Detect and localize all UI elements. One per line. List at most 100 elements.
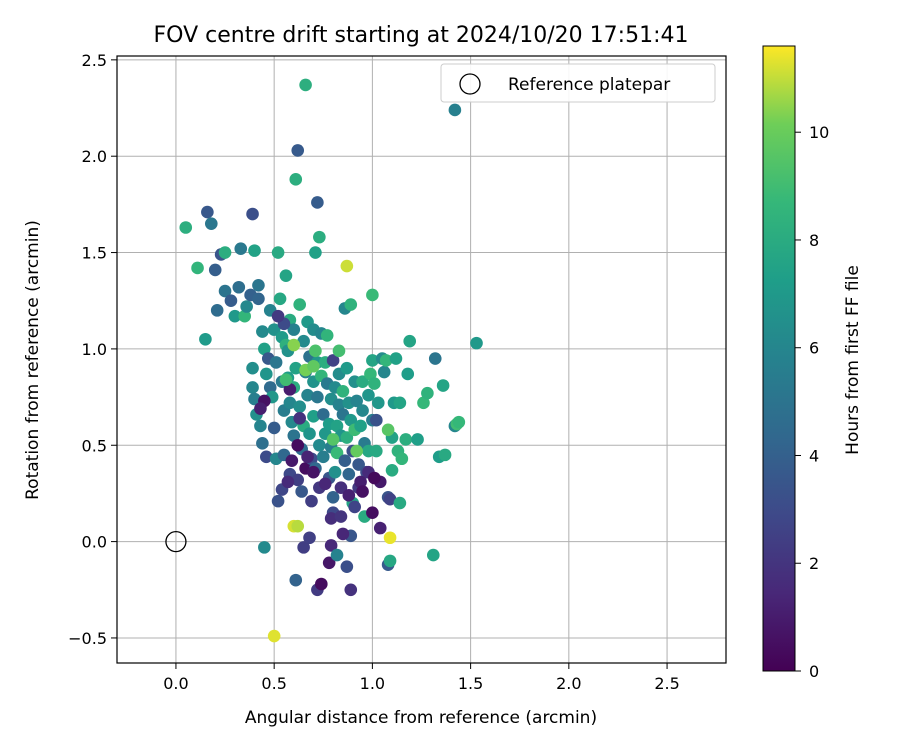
data-point <box>281 475 295 489</box>
data-point <box>254 402 267 415</box>
data-point <box>295 485 308 498</box>
data-point <box>246 207 259 221</box>
data-point <box>273 292 287 306</box>
data-point <box>258 342 271 356</box>
x-tick-label: 0.5 <box>261 674 286 693</box>
data-point <box>350 444 363 458</box>
data-point <box>385 464 399 477</box>
data-point <box>271 246 285 259</box>
data-point <box>448 103 462 117</box>
data-point <box>318 477 332 491</box>
colorbar-label: Hours from first FF file <box>843 265 863 455</box>
y-tick-label: 0.0 <box>82 533 107 552</box>
data-point <box>399 433 413 446</box>
data-point <box>370 413 383 427</box>
data-point <box>340 259 354 273</box>
data-point <box>305 494 318 508</box>
data-point <box>315 577 328 591</box>
reference-marker-group <box>165 530 187 553</box>
data-point <box>366 354 379 367</box>
data-point <box>218 284 232 298</box>
data-point <box>258 541 271 554</box>
data-point <box>316 408 330 421</box>
data-point <box>366 506 379 519</box>
data-point <box>322 556 336 570</box>
colorbar-tick-label: 10 <box>809 123 829 142</box>
data-point <box>267 629 281 643</box>
data-point <box>336 527 350 541</box>
data-point <box>395 452 409 466</box>
data-point <box>370 444 383 458</box>
colorbar-tick-label: 4 <box>809 446 819 465</box>
data-point <box>301 450 314 464</box>
colorbar-tick-label: 6 <box>809 339 819 358</box>
data-point <box>411 433 424 446</box>
data-point <box>307 359 320 373</box>
data-point <box>307 410 320 423</box>
data-point <box>232 280 246 294</box>
axes-frame <box>116 55 727 664</box>
data-point <box>332 344 346 358</box>
data-point <box>316 450 330 464</box>
chart-title: FOV centre drift starting at 2024/10/20 … <box>154 23 689 48</box>
data-point <box>342 467 356 481</box>
data-point <box>340 431 354 444</box>
data-point <box>279 269 293 282</box>
data-point <box>224 294 238 308</box>
data-point <box>297 334 310 348</box>
data-point <box>342 489 356 502</box>
data-point <box>279 373 293 387</box>
data-point <box>338 454 352 467</box>
data-point <box>191 261 204 275</box>
data-point <box>246 361 259 375</box>
data-point <box>291 519 305 533</box>
data-point <box>334 481 348 494</box>
data-point <box>201 205 214 219</box>
data-point <box>218 246 232 259</box>
x-tick-label: 2.5 <box>654 674 679 693</box>
data-point <box>271 309 285 323</box>
data-point <box>324 512 338 525</box>
data-point <box>246 381 259 394</box>
data-point <box>356 404 369 417</box>
y-tick-label: 1.0 <box>82 340 107 359</box>
data-point <box>470 336 483 350</box>
data-point <box>381 423 395 437</box>
data-point <box>303 531 316 545</box>
x-ticks: 0.0 0.5 1.0 1.5 2.0 2.5 <box>163 663 680 693</box>
data-point <box>326 354 340 367</box>
data-point <box>299 78 312 92</box>
x-axis-label: Angular distance from reference (arcmin) <box>245 708 597 728</box>
data-point <box>364 367 377 381</box>
data-point <box>393 496 407 510</box>
data-point <box>252 279 265 292</box>
colorbar-tick-label: 8 <box>809 231 819 250</box>
data-point <box>336 384 350 398</box>
data-point <box>289 573 303 587</box>
data-point <box>379 354 393 367</box>
data-point <box>340 560 354 573</box>
y-ticks: −0.5 0.0 0.5 1.0 1.5 2.0 2.5 <box>68 51 117 648</box>
data-point <box>297 541 310 554</box>
data-point <box>307 465 320 479</box>
y-tick-label: 1.5 <box>82 244 107 263</box>
data-point <box>291 473 305 487</box>
data-point <box>368 471 381 485</box>
x-tick-label: 1.0 <box>360 674 385 693</box>
data-point <box>256 325 269 338</box>
colorbar: 0 2 4 6 8 10 Hours from first FF file <box>762 45 863 681</box>
data-point <box>344 583 358 597</box>
data-point <box>356 375 369 388</box>
data-point <box>309 246 322 259</box>
data-point <box>330 548 344 562</box>
data-point <box>267 421 281 435</box>
data-point <box>199 332 212 346</box>
data-point <box>271 494 285 508</box>
data-point <box>330 446 344 460</box>
data-point <box>234 242 248 255</box>
data-point <box>267 323 281 336</box>
data-point <box>289 173 303 186</box>
data-point <box>366 288 379 302</box>
reference-marker <box>165 530 187 553</box>
